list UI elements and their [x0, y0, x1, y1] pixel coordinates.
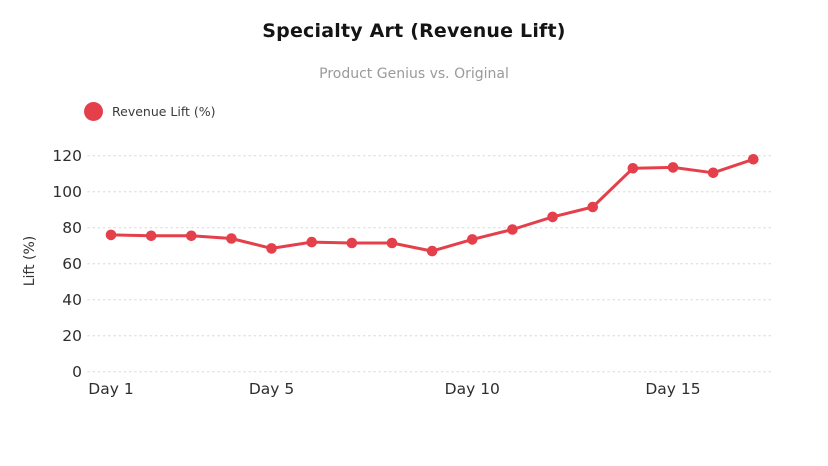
data-point-day-3[interactable]: [185, 230, 197, 242]
legend-marker-circle-icon: [84, 102, 103, 121]
y-tick-label-0: 0: [72, 363, 82, 381]
y-tick-label-120: 120: [52, 147, 82, 165]
y-tick-label-40: 40: [62, 291, 82, 309]
legend-item-revenue-lift[interactable]: Revenue Lift (%): [84, 102, 216, 121]
data-point-day-11[interactable]: [507, 224, 518, 235]
x-tick-label-day-10: Day 10: [445, 380, 500, 398]
data-point-day-6[interactable]: [306, 236, 318, 248]
data-point-day-14[interactable]: [627, 163, 639, 174]
data-point-day-8[interactable]: [386, 237, 398, 249]
data-point-day-16[interactable]: [707, 167, 719, 179]
y-tick-label-80: 80: [62, 219, 82, 237]
y-tick-label-20: 20: [62, 327, 82, 345]
data-point-day-1[interactable]: [105, 229, 117, 241]
y-axis-title: Lift (%): [22, 236, 38, 287]
x-tick-label-day-5: Day 5: [249, 380, 294, 398]
legend-label: Revenue Lift (%): [112, 104, 216, 119]
data-point-day-15[interactable]: [667, 162, 679, 173]
y-tick-label-100: 100: [52, 183, 82, 201]
data-point-day-2[interactable]: [145, 230, 157, 242]
y-tick-label-60: 60: [62, 255, 82, 273]
data-point-day-9[interactable]: [426, 245, 438, 257]
data-point-day-10[interactable]: [466, 234, 478, 245]
chart-title: Specialty Art (Revenue Lift): [262, 20, 566, 42]
data-point-day-4[interactable]: [226, 233, 237, 244]
data-point-day-17[interactable]: [748, 154, 759, 165]
series-line-0: [109, 157, 755, 253]
data-point-day-13[interactable]: [587, 201, 599, 213]
x-tick-label-day-1: Day 1: [88, 380, 133, 398]
data-point-day-12[interactable]: [547, 211, 558, 223]
data-point-day-7[interactable]: [346, 237, 358, 249]
data-point-day-5[interactable]: [266, 243, 277, 254]
x-tick-label-day-15: Day 15: [645, 380, 700, 398]
chart-subtitle: Product Genius vs. Original: [319, 66, 509, 82]
